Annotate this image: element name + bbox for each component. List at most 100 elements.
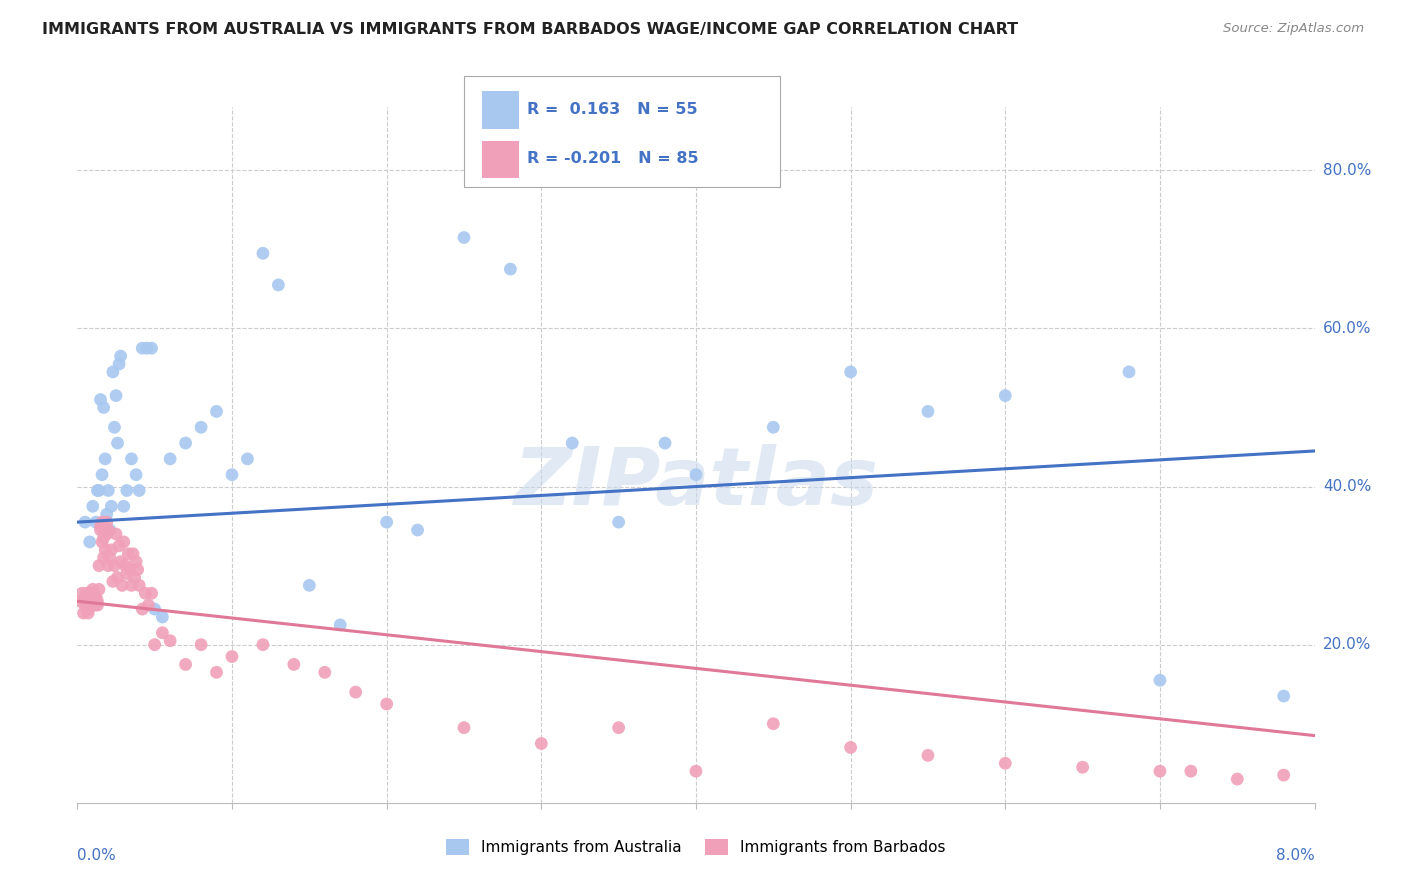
Point (190, 420, 212, 434)
Point (375, 697, 398, 711)
Point (221, 467, 243, 482)
Point (101, 365, 124, 379)
Point (103, 420, 125, 434)
Point (93, 401, 115, 415)
Point (131, 602, 153, 616)
Point (406, 523, 429, 537)
Point (125, 467, 148, 482)
Point (159, 633, 181, 648)
Point (79, 598, 101, 612)
Point (174, 657, 197, 672)
Point (75, 515, 96, 529)
Point (80, 598, 103, 612)
Point (90, 392, 111, 407)
Point (90, 519, 111, 533)
Point (143, 638, 166, 652)
Point (252, 638, 274, 652)
Point (105, 389, 127, 403)
Point (314, 665, 336, 680)
Point (236, 451, 259, 466)
Point (94, 542, 117, 557)
Point (283, 657, 305, 672)
Point (111, 578, 134, 592)
Point (98, 523, 121, 537)
Point (128, 578, 150, 592)
Point (607, 515, 630, 529)
Point (1272, 689, 1295, 703)
Point (994, 389, 1017, 403)
Point (375, 515, 398, 529)
Point (70, 586, 93, 600)
Point (84, 591, 107, 605)
Point (86, 594, 108, 608)
Point (112, 534, 135, 549)
Text: 80.0%: 80.0% (1323, 163, 1371, 178)
Point (84, 515, 107, 529)
Point (108, 539, 131, 553)
Point (115, 483, 138, 498)
Point (561, 436, 583, 450)
Point (110, 555, 132, 569)
Point (72, 606, 94, 620)
Point (344, 685, 367, 699)
Point (499, 262, 522, 277)
Legend: Immigrants from Australia, Immigrants from Barbados: Immigrants from Australia, Immigrants fr… (440, 833, 952, 862)
Point (122, 547, 145, 561)
Point (76, 586, 98, 600)
Point (174, 436, 197, 450)
Point (152, 625, 174, 640)
Point (91, 515, 114, 529)
Point (685, 764, 707, 779)
Point (839, 365, 862, 379)
Text: 8.0%: 8.0% (1275, 848, 1315, 863)
Point (82, 591, 104, 605)
Point (82, 500, 104, 514)
Point (607, 721, 630, 735)
Point (87, 558, 110, 573)
Point (94, 451, 117, 466)
Point (87, 582, 110, 597)
Text: R =  0.163   N = 55: R = 0.163 N = 55 (527, 102, 697, 117)
Point (1118, 365, 1140, 379)
Point (121, 451, 143, 466)
Point (298, 578, 321, 592)
Point (76, 591, 98, 605)
Point (128, 483, 150, 498)
Point (97, 523, 120, 537)
Point (100, 500, 122, 514)
Point (84, 591, 107, 605)
Point (112, 500, 135, 514)
Point (110, 349, 132, 363)
Point (96, 527, 118, 541)
Point (1226, 772, 1249, 786)
Point (453, 721, 475, 735)
Point (124, 570, 146, 584)
Point (114, 558, 136, 573)
Point (329, 618, 352, 632)
Text: 60.0%: 60.0% (1323, 321, 1371, 336)
Point (101, 574, 124, 589)
Point (134, 586, 156, 600)
Point (115, 566, 138, 581)
Point (205, 665, 228, 680)
Point (93, 550, 115, 565)
Text: R = -0.201   N = 85: R = -0.201 N = 85 (527, 151, 699, 166)
Point (96, 507, 118, 521)
Point (103, 558, 125, 573)
Point (77, 606, 100, 620)
Point (138, 598, 160, 612)
Point (108, 357, 131, 371)
Point (917, 404, 939, 418)
Point (654, 436, 676, 450)
Point (221, 649, 243, 664)
Point (131, 341, 153, 355)
Point (91, 467, 114, 482)
Point (839, 740, 862, 755)
Point (107, 570, 129, 584)
Point (75, 591, 96, 605)
Point (94, 527, 117, 541)
Point (685, 467, 707, 482)
Point (205, 404, 228, 418)
Point (96, 515, 118, 529)
Point (97, 483, 120, 498)
